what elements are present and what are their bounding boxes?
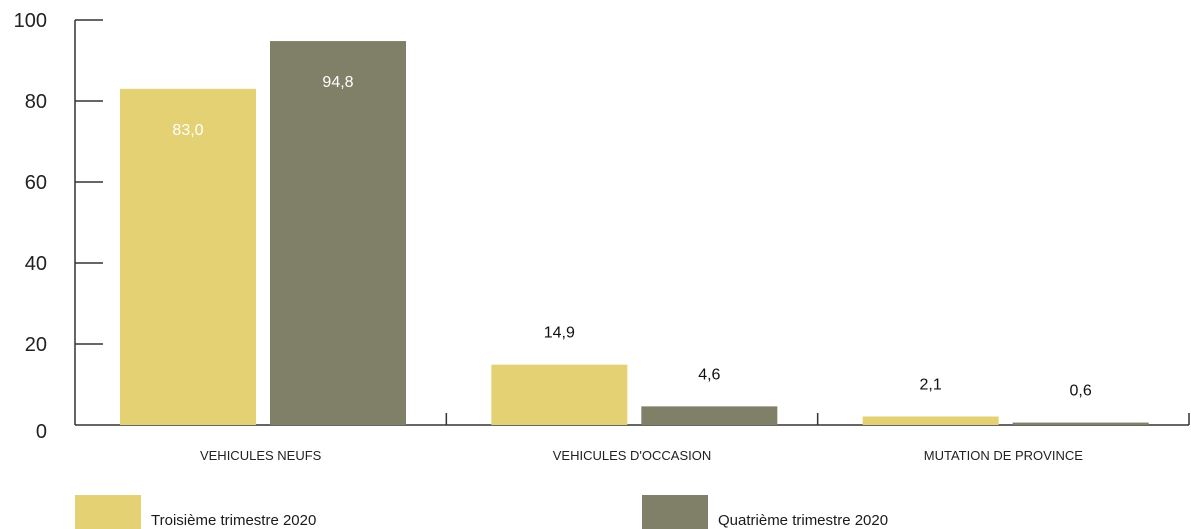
data-label: 4,6 [698,366,720,383]
bar [120,88,256,425]
x-category-label: VEHICULES NEUFS [200,448,322,463]
x-category-label: MUTATION DE PROVINCE [924,448,1083,463]
legend-item-series-1: Troisième trimestre 2020 [75,495,316,529]
y-tick-label: 100 [14,10,47,32]
data-label: 94,8 [322,74,353,91]
legend-swatch-series-2 [642,495,708,529]
bar [641,406,778,425]
legend-label-series-1: Troisième trimestre 2020 [151,512,317,529]
data-label: 83,0 [172,122,203,139]
y-tick-label: 20 [25,334,47,356]
legend-swatch-series-1 [75,495,141,529]
legend-label-series-2: Quatrième trimestre 2020 [718,512,889,529]
bar [491,364,628,425]
y-tick-label: 0 [36,421,47,443]
data-label: 14,9 [544,325,575,342]
y-tick-label: 80 [25,91,47,113]
legend-item-series-2: Quatrième trimestre 2020 [642,495,888,529]
bar [1012,422,1149,425]
data-label: 0,6 [1070,383,1092,400]
x-category-label: VEHICULES D'OCCASION [553,448,712,463]
y-tick-label: 40 [25,253,47,275]
bar [862,416,999,425]
y-tick-label: 60 [25,172,47,194]
bar-chart: 0 20 40 60 80 100 83,0 94,8 VEHICULES NEUFS 14,9 4… [14,10,1190,463]
bar [270,41,406,426]
data-label: 2,1 [920,376,942,393]
